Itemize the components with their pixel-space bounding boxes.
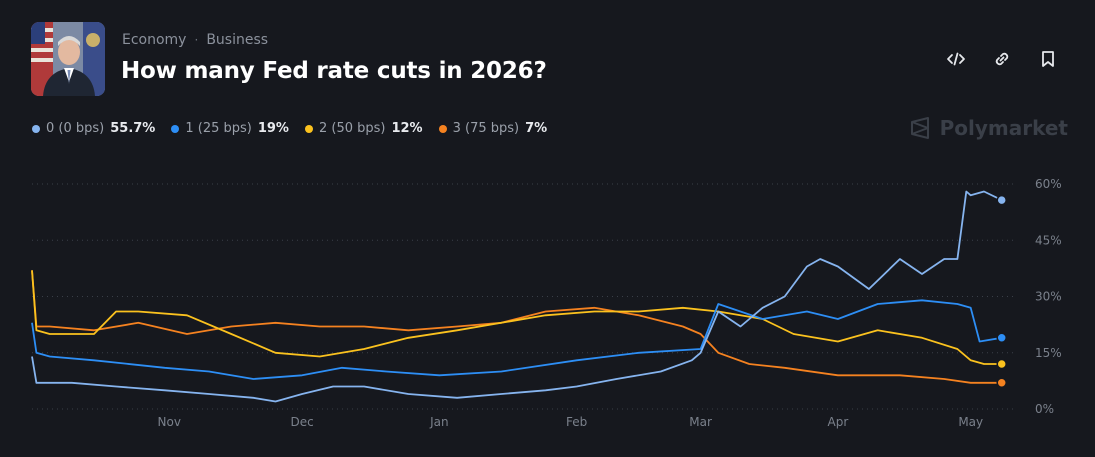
- subcategory-link[interactable]: Business: [206, 32, 269, 48]
- legend-item-3: 3 (75 bps) 7%: [438, 121, 548, 136]
- series-line-0: [31, 190, 1003, 403]
- legend-label-0: 0 (0 bps): [46, 121, 105, 136]
- series-endpoint-3: [996, 377, 1007, 388]
- polymarket-watermark: Polymarket: [908, 116, 1068, 140]
- legend-label-3: 3 (75 bps): [452, 121, 520, 136]
- legend-item-0: 0 (0 bps) 55.7%: [32, 121, 155, 136]
- page-title: How many Fed rate cuts in 2026?: [121, 58, 547, 84]
- series-endpoint-0: [996, 194, 1007, 206]
- x-tick-label: Mar: [689, 415, 712, 429]
- y-tick-label: 60%: [1035, 177, 1062, 191]
- portrait-image: [31, 22, 105, 96]
- embed-icon: [947, 52, 965, 66]
- legend-value-2: 12%: [391, 121, 423, 136]
- chart-legend: 0 (0 bps) 55.7% 1 (25 bps) 19% 2 (50 bps…: [32, 121, 547, 136]
- legend-label-2: 2 (50 bps): [318, 121, 386, 136]
- x-tick-label: May: [958, 415, 983, 429]
- embed-button[interactable]: [945, 48, 967, 70]
- polymarket-logo-icon: [910, 117, 929, 139]
- probability-line-chart: 60% 45% 30% 15% 0% Nov Dec Jan Feb Mar Apr May: [31, 177, 1062, 429]
- copy-link-button[interactable]: [991, 48, 1013, 70]
- legend-label-1: 1 (25 bps): [185, 121, 252, 136]
- series-endpoint-1: [996, 332, 1007, 343]
- market-thumbnail: [31, 22, 105, 96]
- series-line-2: [31, 270, 1002, 365]
- category-link[interactable]: Economy: [122, 32, 187, 48]
- y-tick-label: 0%: [1035, 402, 1054, 416]
- brand-name: Polymarket: [939, 116, 1068, 140]
- legend-value-0: 55.7%: [110, 121, 156, 136]
- series-endpoint-2: [996, 358, 1007, 370]
- x-tick-label: Nov: [158, 415, 181, 429]
- series-line-3: [31, 270, 1002, 384]
- series-line-1: [31, 299, 1002, 380]
- bookmark-button[interactable]: [1037, 48, 1059, 70]
- legend-swatch-3: [438, 124, 447, 133]
- y-tick-label: 45%: [1035, 233, 1062, 247]
- legend-value-1: 19%: [257, 121, 289, 136]
- x-tick-label: Dec: [290, 415, 313, 429]
- legend-item-2: 2 (50 bps) 12%: [304, 121, 423, 136]
- y-tick-label: 15%: [1035, 346, 1062, 360]
- x-tick-label: Jan: [429, 415, 449, 429]
- action-toolbar: [945, 48, 1059, 70]
- breadcrumb: Economy · Business: [122, 32, 268, 48]
- legend-swatch-1: [171, 124, 180, 133]
- legend-value-3: 7%: [525, 121, 548, 136]
- link-icon: [995, 52, 1009, 66]
- bookmark-icon: [1042, 51, 1054, 67]
- x-tick-label: Feb: [566, 415, 587, 429]
- breadcrumb-separator: ·: [194, 33, 199, 47]
- y-tick-label: 30%: [1035, 290, 1062, 304]
- legend-swatch-0: [32, 124, 40, 133]
- x-tick-label: Apr: [828, 415, 849, 429]
- legend-swatch-2: [304, 124, 313, 133]
- legend-item-1: 1 (25 bps) 19%: [171, 121, 289, 136]
